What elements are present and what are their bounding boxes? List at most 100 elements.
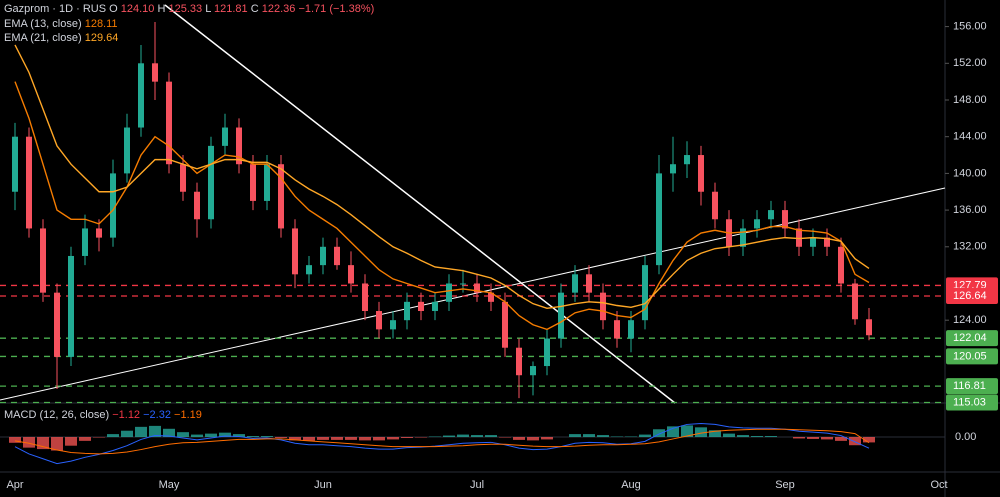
macd-value: −2.32 [143, 409, 171, 421]
candle-body [54, 292, 60, 357]
ohlc-value: 124.10 [121, 3, 155, 15]
candle-body [278, 164, 284, 229]
candle-body [782, 210, 788, 229]
y-tick-label: 124.00 [953, 314, 987, 326]
macd-histogram-bar [863, 437, 875, 443]
ema-line [14, 44, 870, 309]
candle-body [26, 136, 32, 229]
x-tick-label: Aug [621, 479, 641, 491]
macd-histogram-bar [695, 427, 707, 437]
candle-body [264, 164, 270, 201]
candle-body [390, 320, 396, 330]
macd-histogram-bar [541, 437, 553, 440]
macd-histogram-bar [387, 437, 399, 440]
level-label: 122.04 [953, 332, 987, 344]
candle-body [614, 320, 620, 339]
x-tick-label: Jun [314, 479, 332, 491]
macd-histogram-bar [205, 433, 217, 437]
candle-body [530, 366, 536, 376]
ohlc-key: H [157, 3, 165, 15]
y-tick-label: 148.00 [953, 94, 987, 106]
candle-body [96, 228, 102, 238]
y-tick-label: 140.00 [953, 167, 987, 179]
macd-histogram-bar [345, 437, 357, 440]
candle-body [208, 145, 214, 220]
legend-row: EMA (21, close) 129.64 [4, 32, 118, 44]
y-tick-label: 132.00 [953, 241, 987, 253]
ohlc-value: 125.33 [169, 3, 203, 15]
indicator-value: 129.64 [85, 32, 119, 44]
macd-histogram-bar [835, 437, 847, 441]
candle-body [516, 347, 522, 376]
macd-histogram-bar [807, 437, 819, 439]
candle-body [180, 164, 186, 192]
macd-histogram-bar [527, 437, 539, 441]
candle-body [292, 228, 298, 275]
indicator-name: EMA (13, close) [4, 18, 82, 30]
candle-body [502, 301, 508, 348]
macd-histogram-bar [709, 430, 721, 437]
candle-body [362, 283, 368, 312]
candle-body [656, 173, 662, 266]
macd-histogram-bar [639, 434, 651, 437]
macd-histogram-bar [65, 437, 77, 446]
level-label-box [946, 394, 998, 411]
candle-body [698, 155, 704, 192]
legend-row: MACD (12, 26, close) −1.12 −2.32 −1.19 [4, 409, 202, 421]
macd-histogram-bar [149, 425, 161, 437]
x-tick-label: May [159, 479, 180, 491]
candle-body [348, 265, 354, 284]
candle-body [852, 283, 858, 320]
candle-body [222, 127, 228, 146]
x-tick-label: Jul [470, 479, 484, 491]
level-label-box [946, 287, 998, 304]
macd-histogram-bar [583, 434, 595, 437]
macd-histogram-bar [51, 437, 63, 451]
ohlc-key: O [109, 3, 118, 15]
macd-value: −1.12 [112, 409, 140, 421]
candle-body [166, 81, 172, 165]
ohlc-value: 122.36 [262, 3, 296, 15]
macd-histogram-bar [191, 434, 203, 437]
y-tick-label: 152.00 [953, 57, 987, 69]
level-label: 116.81 [953, 380, 986, 392]
macd-histogram-bar [23, 437, 35, 448]
level-label: 120.05 [953, 350, 987, 362]
macd-histogram-bar [597, 435, 609, 437]
legend-row: EMA (13, close) 128.11 [4, 18, 118, 30]
x-tick-label: Apr [6, 479, 23, 491]
candle-body [600, 292, 606, 321]
macd-histogram-bar [751, 436, 763, 437]
candle-body [432, 301, 438, 312]
macd-histogram-bar [793, 437, 805, 439]
candle-body [110, 173, 116, 238]
candle-body [866, 319, 872, 336]
macd-histogram-bar [261, 436, 273, 437]
macd-histogram-bar [457, 434, 469, 437]
macd-histogram-bar [177, 432, 189, 437]
candle-body [12, 136, 18, 192]
candle-body [124, 127, 130, 174]
candle-body [824, 237, 830, 247]
candle-body [740, 228, 746, 247]
candle-body [194, 191, 200, 220]
y-tick-label: 156.00 [953, 21, 987, 33]
legend: Gazprom · 1D · RUS O 124.10 H 125.33 L 1… [4, 3, 374, 421]
candle-body [40, 228, 46, 293]
macd-histogram-bar [513, 437, 525, 440]
macd-histogram-bar [9, 437, 21, 443]
candle-body [376, 311, 382, 330]
candle-body [572, 274, 578, 293]
x-tick-label: Oct [930, 479, 947, 491]
trend-line-down [164, 4, 676, 404]
macd-histogram-bar [233, 434, 245, 437]
candle-body [712, 191, 718, 220]
macd-histogram-bar [303, 437, 315, 441]
candle-body [838, 246, 844, 284]
candle-body [460, 283, 466, 285]
candle-body [754, 219, 760, 229]
candle-body [642, 265, 648, 321]
candle-body [446, 283, 452, 302]
candle-body [558, 292, 564, 339]
